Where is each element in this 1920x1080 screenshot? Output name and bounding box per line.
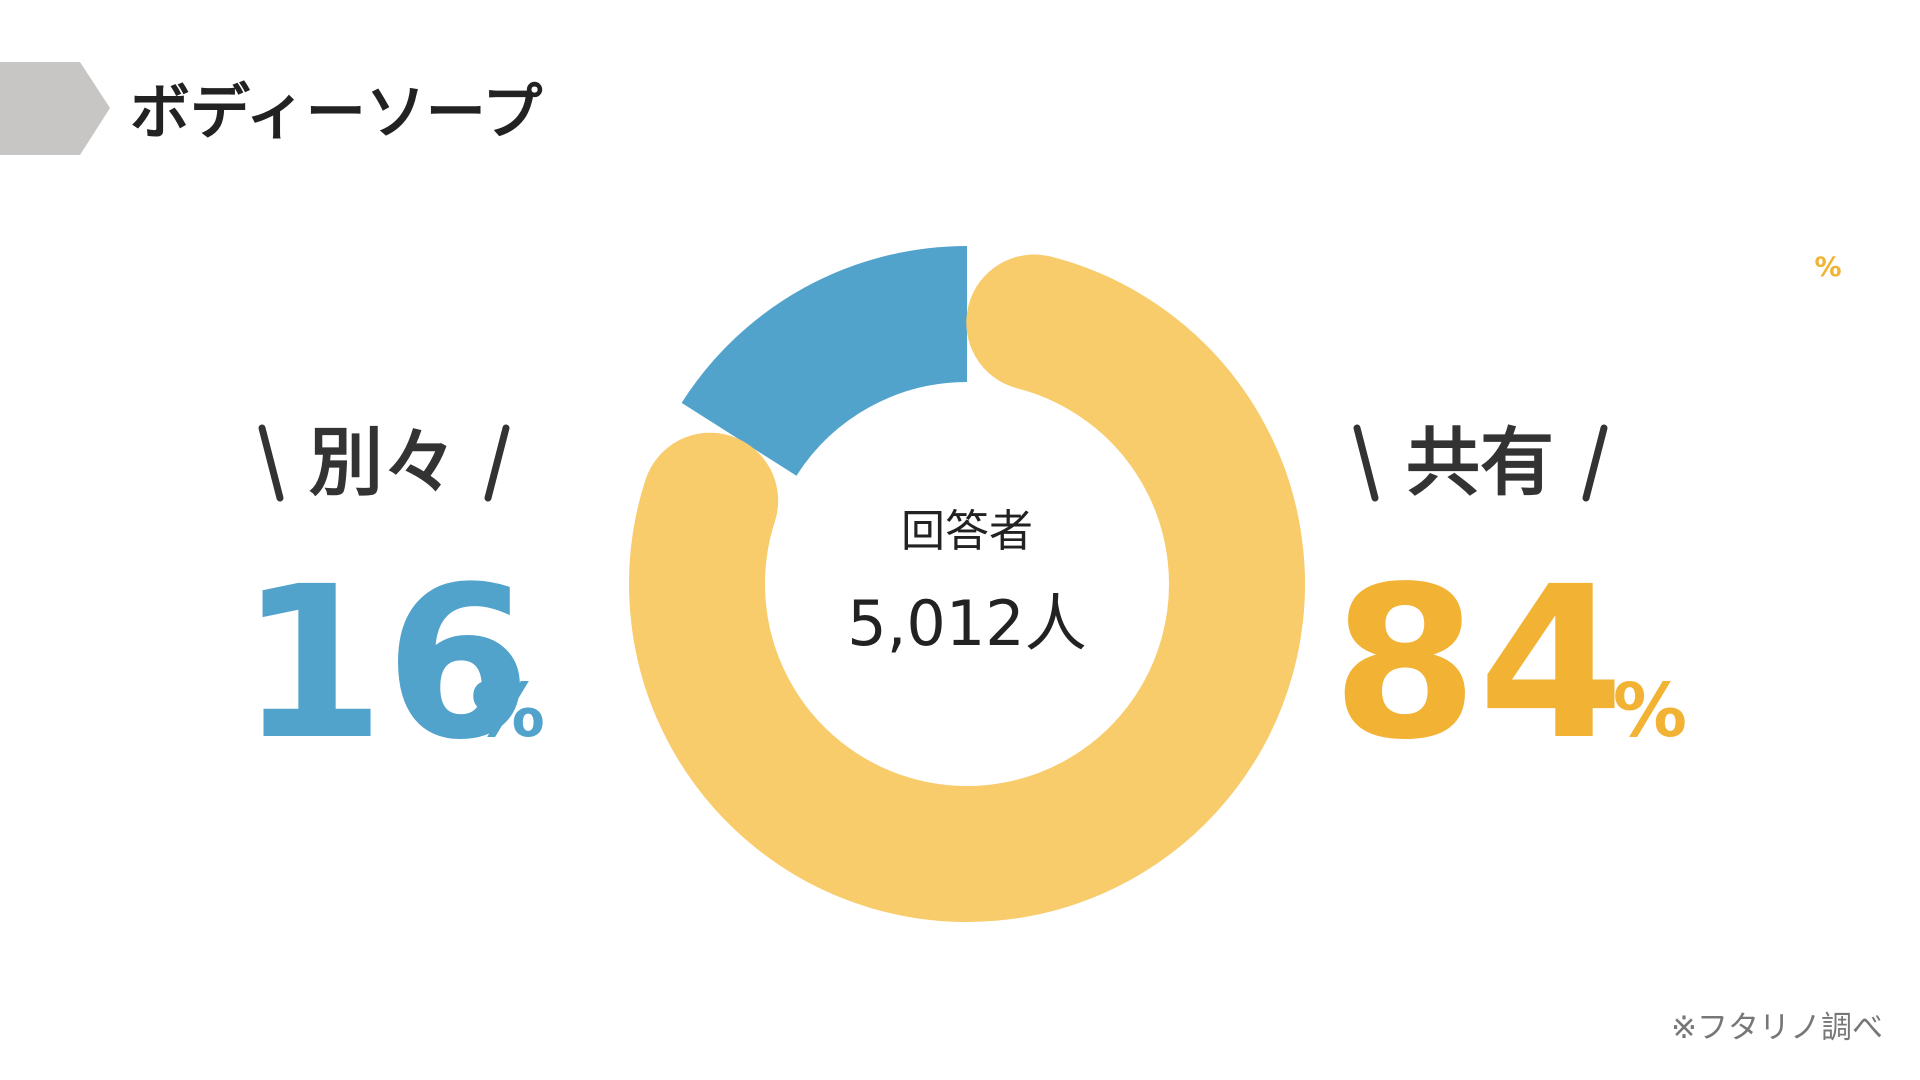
center-label: 回答者: [901, 506, 1033, 557]
unit-label: %: [471, 668, 545, 754]
category-label: 別々: [309, 420, 457, 506]
donut-segment: [681, 246, 969, 477]
value-label: 84: [1332, 541, 1624, 786]
unit-label: %: [1613, 668, 1687, 754]
chart-title: ボディーソープ: [130, 78, 542, 148]
title-marker: [0, 62, 110, 155]
label-decorations: [258, 424, 1608, 502]
donut-segment: [629, 254, 1305, 922]
slash: [484, 424, 510, 502]
slash: [1582, 424, 1608, 502]
slash: [1353, 424, 1379, 502]
value-label: 16: [239, 541, 531, 786]
annotation: %: [1814, 252, 1841, 283]
category-label: 共有: [1406, 420, 1554, 506]
slash: [258, 424, 284, 502]
center-value: 5,012人: [847, 587, 1087, 660]
footnote: ※フタリノ調べ: [1671, 1010, 1883, 1046]
